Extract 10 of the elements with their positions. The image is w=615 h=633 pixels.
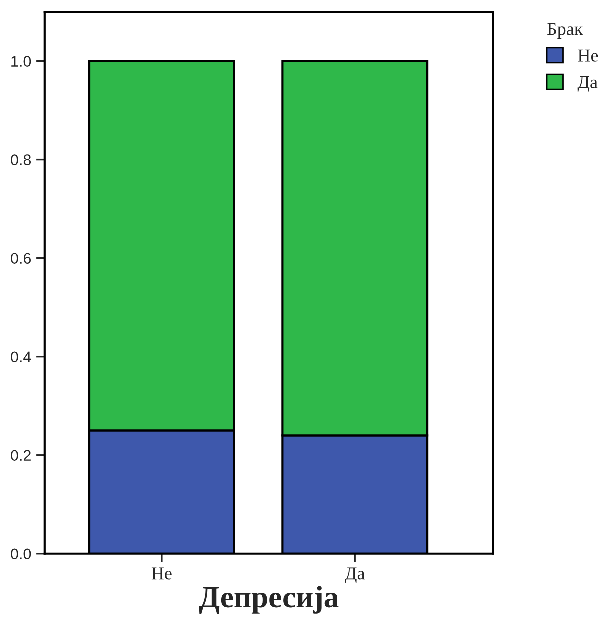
legend-label: Не [578,50,598,62]
legend-title: Брак [548,23,584,39]
x-axis-title: Депресија [199,586,339,614]
y-tick-label: 0.6 [11,253,32,264]
y-tick-label: 0.2 [11,450,31,462]
y-tick-label: 0.0 [11,548,32,560]
y-tick-label: 0.4 [11,352,32,363]
legend-label: Да [578,76,598,92]
y-tick-label: 1.0 [12,56,32,67]
y-tick-label: 0.8 [11,154,32,166]
